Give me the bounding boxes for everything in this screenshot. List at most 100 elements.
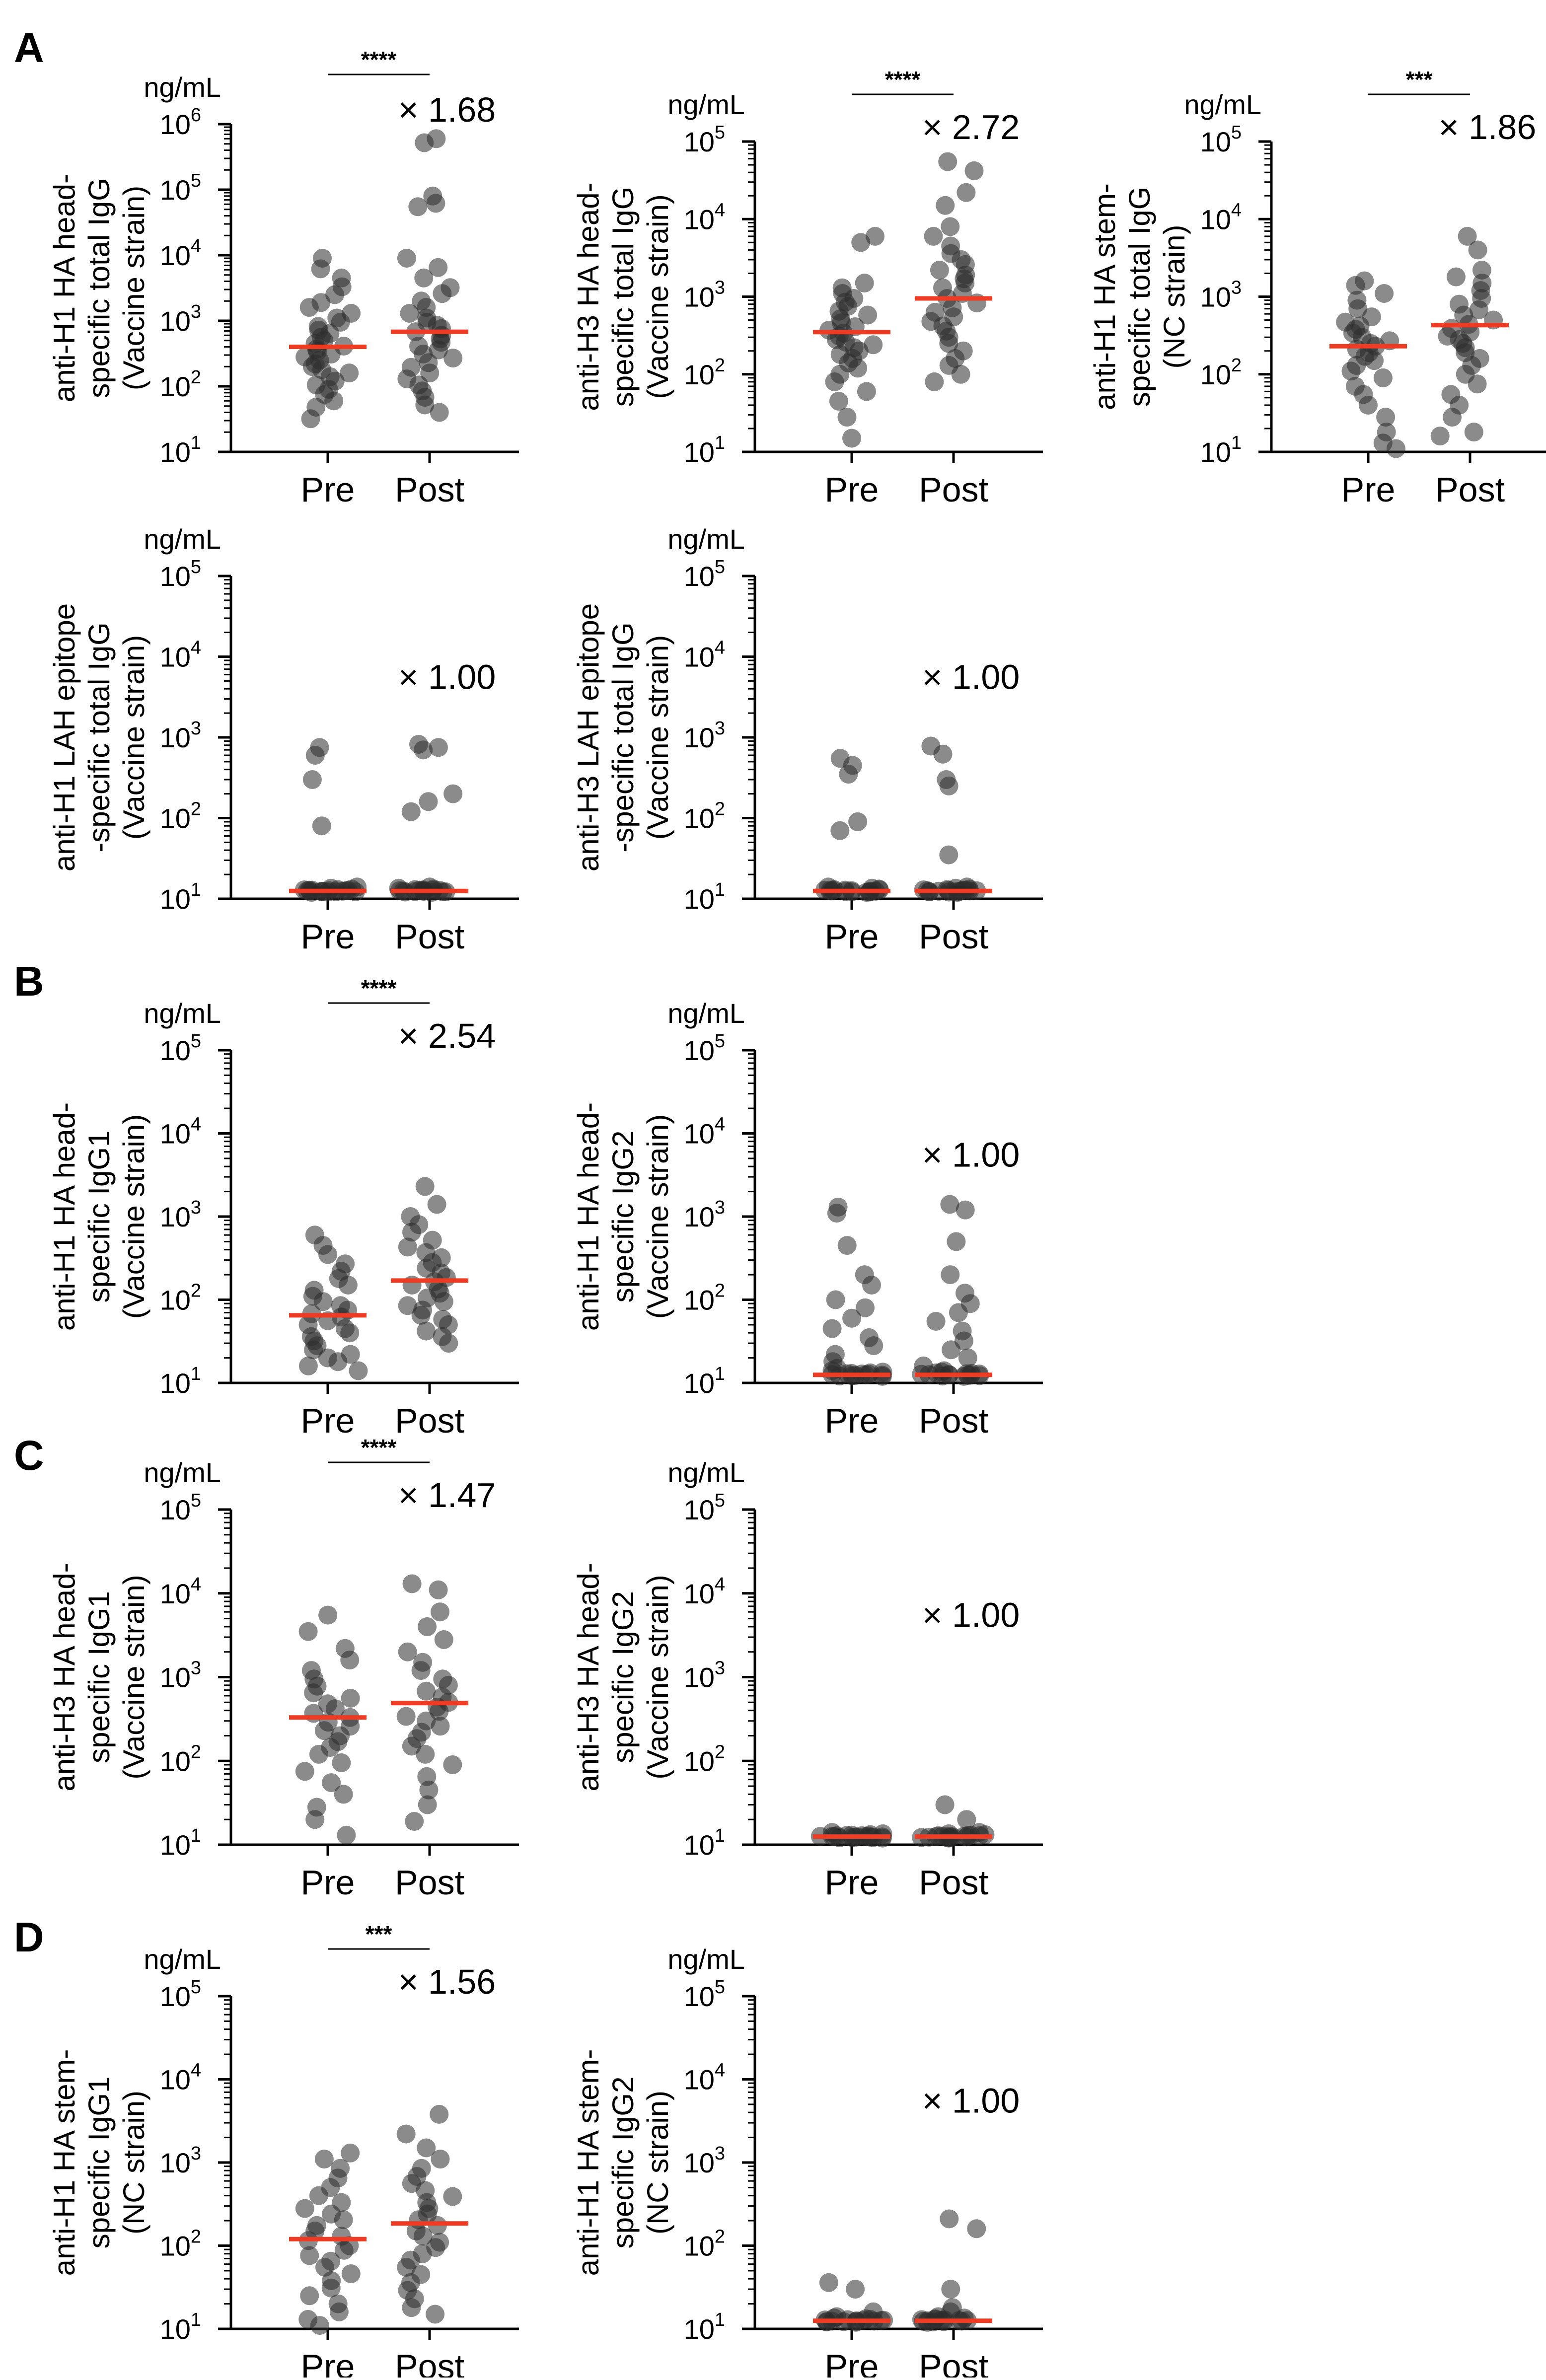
fold-change-label: × 2.54 xyxy=(398,1016,496,1055)
y-axis-label-line: anti-H1 HA head- xyxy=(48,174,81,402)
y-axis-label: anti-H1 HA stem-specific IgG2 (NC strain) xyxy=(572,2049,674,2276)
pre-point xyxy=(295,1762,314,1781)
y-axis-label: anti-H3 HA head-specific IgG1 (Vaccine st… xyxy=(48,1563,150,1791)
y-tick-label: 104 xyxy=(1200,200,1242,235)
significance-stars: **** xyxy=(361,975,397,1001)
y-axis-label: anti-H1 HA head-specific IgG2 (Vaccine st… xyxy=(572,1102,674,1331)
y-tick-label: 103 xyxy=(160,1197,201,1232)
x-tick-label-pre: Pre xyxy=(301,1401,355,1440)
y-axis-label: anti-H3 LAH epitope -specific total IgG (V… xyxy=(572,603,674,871)
post-point xyxy=(426,194,445,213)
y-axis-label-line: specific IgG2 xyxy=(606,1591,640,1763)
fold-change-label: × 1.86 xyxy=(1439,108,1537,146)
post-point xyxy=(414,268,434,288)
y-tick-label: 105 xyxy=(684,122,725,157)
pre-point xyxy=(298,1622,318,1641)
y-axis-label-line: anti-H3 LAH epitope xyxy=(572,603,605,871)
pre-point xyxy=(1348,299,1368,318)
pre-point xyxy=(324,391,344,411)
post-point xyxy=(941,217,960,236)
pre-point xyxy=(842,429,861,448)
y-axis-label-line: (NC strain) xyxy=(117,2091,150,2235)
pre-point xyxy=(300,2286,319,2306)
post-point xyxy=(430,1702,449,1721)
post-point xyxy=(949,1303,968,1322)
y-axis-label-line: (Vaccine strain) xyxy=(641,1575,674,1779)
fold-change-label: × 1.56 xyxy=(398,1962,496,2001)
pre-point xyxy=(328,1352,348,1371)
pre-point xyxy=(1359,395,1378,415)
post-point xyxy=(402,1574,422,1593)
post-point xyxy=(951,364,970,384)
pre-point xyxy=(312,816,331,836)
chart-d1: ng/mL anti-H1 HA stem-specific IgG1 (NC st… xyxy=(48,1921,519,2380)
x-tick-label-post: Post xyxy=(919,917,988,956)
post-point xyxy=(936,196,955,215)
x-tick-label-pre: Pre xyxy=(301,470,355,509)
post-point xyxy=(956,1200,975,1220)
y-tick-label: 104 xyxy=(684,2060,725,2095)
y-tick-label: 102 xyxy=(160,1281,201,1316)
unit-label: ng/mL xyxy=(144,523,221,555)
panel-letter-d: D xyxy=(14,1914,44,1960)
pre-point xyxy=(329,2302,349,2321)
y-axis-label-line: specific IgG2 xyxy=(606,1131,640,1303)
x-tick-label-pre: Pre xyxy=(301,2347,355,2378)
chart-a4: ng/mL anti-H1 LAH epitope -specific total … xyxy=(48,523,519,956)
y-tick-label: 101 xyxy=(684,433,725,468)
pre-point xyxy=(314,1721,334,1740)
y-tick-label: 104 xyxy=(160,2060,201,2095)
x-tick-label-post: Post xyxy=(1435,470,1505,509)
y-axis-label: anti-H1 HA head-specific total IgG (Vacci… xyxy=(48,174,150,402)
significance-stars: **** xyxy=(361,1435,397,1460)
post-point xyxy=(967,2219,986,2238)
y-tick-label: 102 xyxy=(160,367,201,402)
y-axis-label-line: anti-H3 HA head- xyxy=(48,1563,81,1791)
post-point xyxy=(939,334,958,353)
unit-label: ng/mL xyxy=(144,1457,221,1488)
post-point xyxy=(411,1305,431,1325)
chart-a1: ng/mL anti-H1 HA head-specific total IgG(… xyxy=(48,47,519,509)
x-tick-label-pre: Pre xyxy=(1341,470,1396,509)
y-tick-label: 102 xyxy=(684,799,725,834)
y-axis-label-line: specific IgG1 xyxy=(82,2077,116,2249)
pre-point xyxy=(311,259,330,279)
y-tick-label: 105 xyxy=(684,1490,725,1525)
pre-point xyxy=(349,1361,368,1380)
y-tick-label: 103 xyxy=(684,2143,725,2178)
pre-point xyxy=(299,298,319,317)
pre-point xyxy=(322,1773,341,1793)
y-axis-label-line: -specific total IgG xyxy=(606,622,640,853)
y-axis-label-line: anti-H1 HA stem- xyxy=(572,2049,605,2276)
y-tick-label: 103 xyxy=(684,278,725,313)
post-point xyxy=(418,1617,437,1636)
y-tick-label: 102 xyxy=(160,1741,201,1777)
x-tick-label-pre: Pre xyxy=(825,1401,879,1440)
y-tick-label: 104 xyxy=(684,1574,725,1609)
significance-stars: **** xyxy=(885,67,921,92)
pre-point xyxy=(309,1744,328,1764)
post-point xyxy=(431,2150,450,2169)
post-point xyxy=(405,1812,424,1831)
pre-point xyxy=(830,821,850,840)
chart-b2: ng/mL anti-H1 HA head-specific IgG2 (Vacci… xyxy=(572,998,1043,1440)
pre-point xyxy=(334,2240,354,2260)
x-tick-label-pre: Pre xyxy=(825,917,879,956)
y-tick-label: 103 xyxy=(160,718,201,753)
x-tick-label-post: Post xyxy=(919,470,988,509)
pre-point xyxy=(340,1651,360,1670)
pre-point xyxy=(305,746,325,765)
pre-point xyxy=(826,1290,845,1309)
pre-point xyxy=(321,2278,341,2298)
post-point xyxy=(430,2104,449,2124)
pre-point xyxy=(1365,351,1384,370)
post-point xyxy=(402,1736,421,1756)
post-point xyxy=(443,349,463,368)
significance-stars: *** xyxy=(1406,67,1433,92)
pre-point xyxy=(310,2316,329,2335)
y-tick-label: 105 xyxy=(160,1031,201,1066)
pre-point xyxy=(848,359,868,378)
post-point xyxy=(1468,374,1487,394)
pre-point xyxy=(309,2186,328,2205)
chart-a5: ng/mL anti-H3 LAH epitope -specific total … xyxy=(572,523,1043,956)
